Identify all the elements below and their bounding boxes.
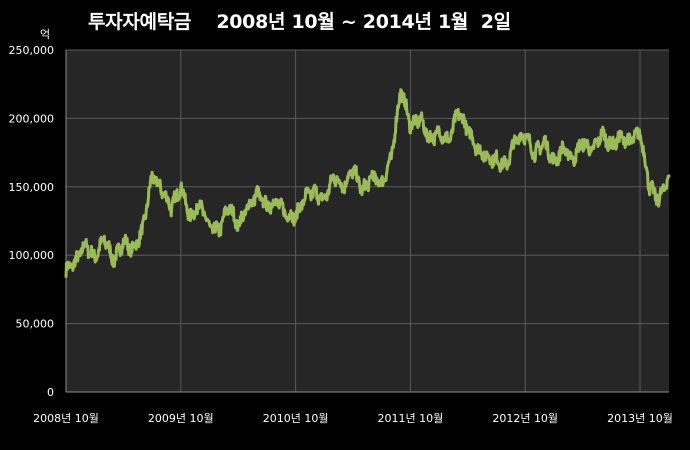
y-tick-label: 200,000 — [9, 112, 55, 125]
y-tick-label: 250,000 — [9, 44, 55, 57]
y-tick-labels: 0 50,000 100,000 150,000 200,000 250,000 — [9, 44, 55, 399]
x-tick-labels: 2008년 10월 2009년 10월 2010년 10월 2011년 10월 2012… — [33, 412, 673, 425]
x-tick-label: 2008년 10월 — [33, 412, 99, 425]
y-tick-label: 0 — [47, 386, 54, 399]
x-tick-label: 2009년 10월 — [148, 412, 214, 425]
chart-title: 투자자예탁금 2008년 10월 ~ 2014년 1월 2일 — [88, 11, 511, 33]
axes — [65, 50, 669, 393]
x-tick-label: 2010년 10월 — [263, 412, 329, 425]
gridlines — [66, 49, 669, 392]
y-tick-label: 150,000 — [9, 181, 55, 194]
x-tick-label: 2011년 10월 — [378, 412, 444, 425]
series-layer — [64, 88, 671, 278]
y-tick-label: 50,000 — [16, 318, 55, 331]
x-tick-label: 2012년 10월 — [492, 412, 558, 425]
series-line — [64, 88, 671, 278]
y-tick-label: 100,000 — [9, 249, 55, 262]
x-tick-label: 2013년 10월 — [607, 412, 673, 425]
plot-area — [66, 50, 669, 392]
y-axis-unit-label: 억 — [40, 28, 51, 41]
